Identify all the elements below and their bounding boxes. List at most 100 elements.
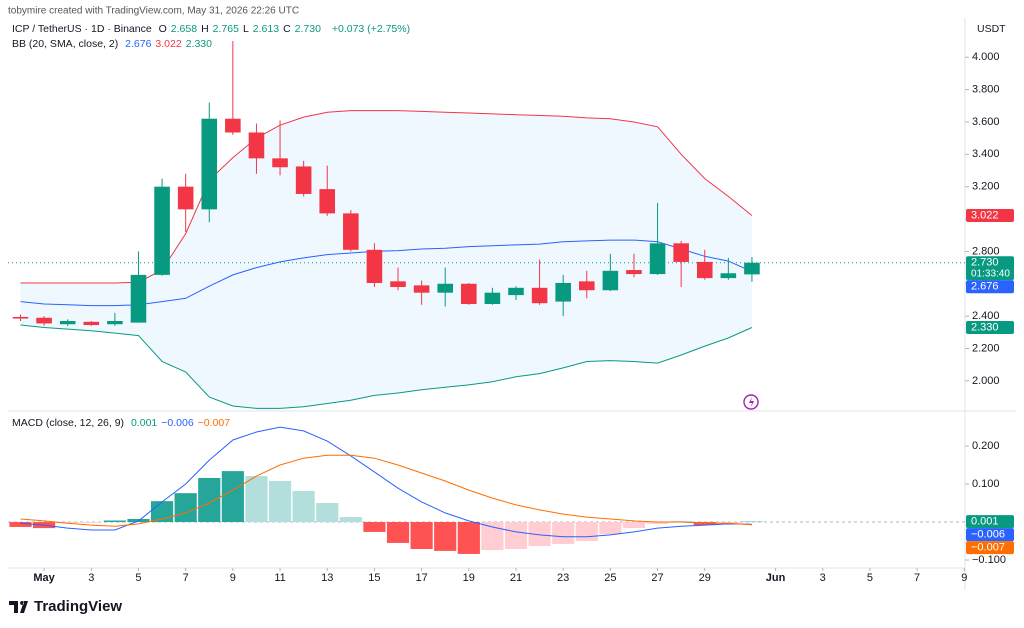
candle-body: [484, 292, 501, 305]
candle-body: [59, 320, 76, 325]
bb-line: [20, 324, 753, 409]
currency: USDT: [977, 23, 1006, 35]
candle-body: [508, 287, 524, 296]
y-tick-label: 2.000: [972, 375, 1000, 387]
candle-body: [626, 270, 642, 275]
histogram-bar: [245, 476, 268, 523]
x-tick-label: 11: [274, 572, 285, 584]
y-tick-label: 3.400: [972, 148, 1000, 160]
price-badge: [966, 528, 1014, 542]
y-tick-label: 2.800: [972, 245, 1000, 257]
x-tick-label: 9: [230, 572, 236, 584]
candle-body: [154, 186, 170, 275]
x-tick-label: 23: [557, 572, 569, 584]
candle-body: [130, 274, 147, 323]
ohlc-key: C: [283, 23, 291, 35]
y-tick-label: 0.200: [972, 440, 1000, 452]
bb-label: BB (20, SMA, close, 2): [12, 38, 119, 50]
candle-body: [177, 186, 194, 210]
candle-body: [272, 158, 288, 168]
watermark: tobymire created with TradingView.com, M…: [8, 6, 299, 17]
candle-body: [555, 282, 571, 302]
candle-body: [437, 283, 453, 293]
candle-body: [12, 316, 29, 319]
histogram-bar: [646, 522, 669, 524]
candle-body: [649, 243, 666, 275]
logo-text: TradingView: [34, 598, 122, 615]
histogram-bar: [56, 522, 79, 524]
macd-legend: MACD (close, 12, 26, 9) 0.001 −0.006 −0.00…: [12, 417, 238, 429]
candle-body: [83, 321, 100, 326]
histogram-bar: [316, 503, 339, 523]
symbol-legend: ICP / TetherUS · 1D · Binance O 2.658 H 2.7…: [12, 23, 414, 35]
candle-body: [461, 283, 477, 305]
candle-body: [343, 213, 359, 250]
x-tick-label: May: [33, 572, 55, 584]
histogram-bar: [292, 490, 315, 523]
histogram-bar: [670, 520, 693, 523]
macd-value: −0.007: [197, 417, 231, 429]
ohlc-value: 2.765: [212, 23, 239, 35]
logo: [9, 601, 28, 613]
candle-body: [295, 166, 312, 194]
price-badge: [966, 541, 1014, 555]
candle-body: [319, 189, 336, 214]
x-tick-label: 19: [463, 572, 475, 584]
x-tick-label: 9: [961, 572, 967, 584]
x-tick-label: 3: [88, 572, 94, 584]
histogram-bar: [410, 522, 433, 550]
histogram-bar: [481, 522, 504, 551]
candle-body: [578, 281, 595, 291]
y-tick-label: 3.600: [972, 116, 1000, 128]
price-badge: [966, 320, 1014, 334]
x-tick-label: 7: [914, 572, 920, 584]
ohlc-value: 2.613: [252, 23, 280, 35]
x-tick-label: 5: [867, 572, 873, 584]
candle-body: [366, 249, 383, 283]
x-tick-label: 3: [820, 572, 826, 584]
candle-body: [390, 281, 406, 288]
histogram-bar: [221, 471, 244, 523]
bb-value: 3.022: [155, 38, 182, 50]
x-tick-label: 27: [651, 572, 663, 584]
histogram-bar: [599, 522, 622, 535]
ohlc-value: 2.658: [170, 23, 198, 35]
price-badge-label: 2.330: [971, 321, 999, 333]
ohlc-value: 2.730: [294, 23, 321, 35]
histogram-bar: [174, 493, 197, 523]
bb-value: 2.330: [185, 38, 212, 50]
countdown: 01:33:40: [971, 268, 1010, 279]
price-badge: [966, 208, 1014, 222]
x-tick-label: 5: [135, 572, 141, 584]
candle-body: [602, 270, 619, 291]
band-fill: [20, 110, 752, 409]
x-tick-label: 25: [604, 572, 616, 584]
histogram-bar: [434, 522, 457, 551]
histogram-bar: [552, 522, 575, 545]
histogram-bar: [528, 522, 551, 546]
price-badge-label: 2.730: [971, 257, 999, 269]
y-tick-label: −0.100: [972, 554, 1006, 566]
histogram-bar: [622, 522, 646, 529]
macd-line: [20, 426, 752, 538]
candle-body: [696, 261, 713, 279]
histogram-bar: [9, 522, 32, 527]
candle-body: [744, 262, 760, 275]
x-tick-label: 13: [321, 572, 333, 584]
candle-body: [36, 317, 52, 324]
ohlc-key: L: [242, 23, 249, 35]
x-tick-label: Jun: [766, 572, 786, 584]
y-tick-label: 3.200: [972, 181, 1000, 193]
macd-line: [20, 454, 752, 527]
price-badge: [966, 515, 1014, 529]
price-badge-label: −0.006: [971, 529, 1005, 541]
macd-value: 0.001: [130, 417, 158, 429]
x-tick-label: 15: [368, 572, 380, 584]
y-tick-label: 3.800: [972, 83, 1000, 95]
histogram-bar: [363, 522, 386, 532]
x-tick-label: 21: [510, 572, 522, 584]
y-tick-label: 2.200: [972, 342, 1000, 354]
candle-body: [248, 132, 265, 159]
